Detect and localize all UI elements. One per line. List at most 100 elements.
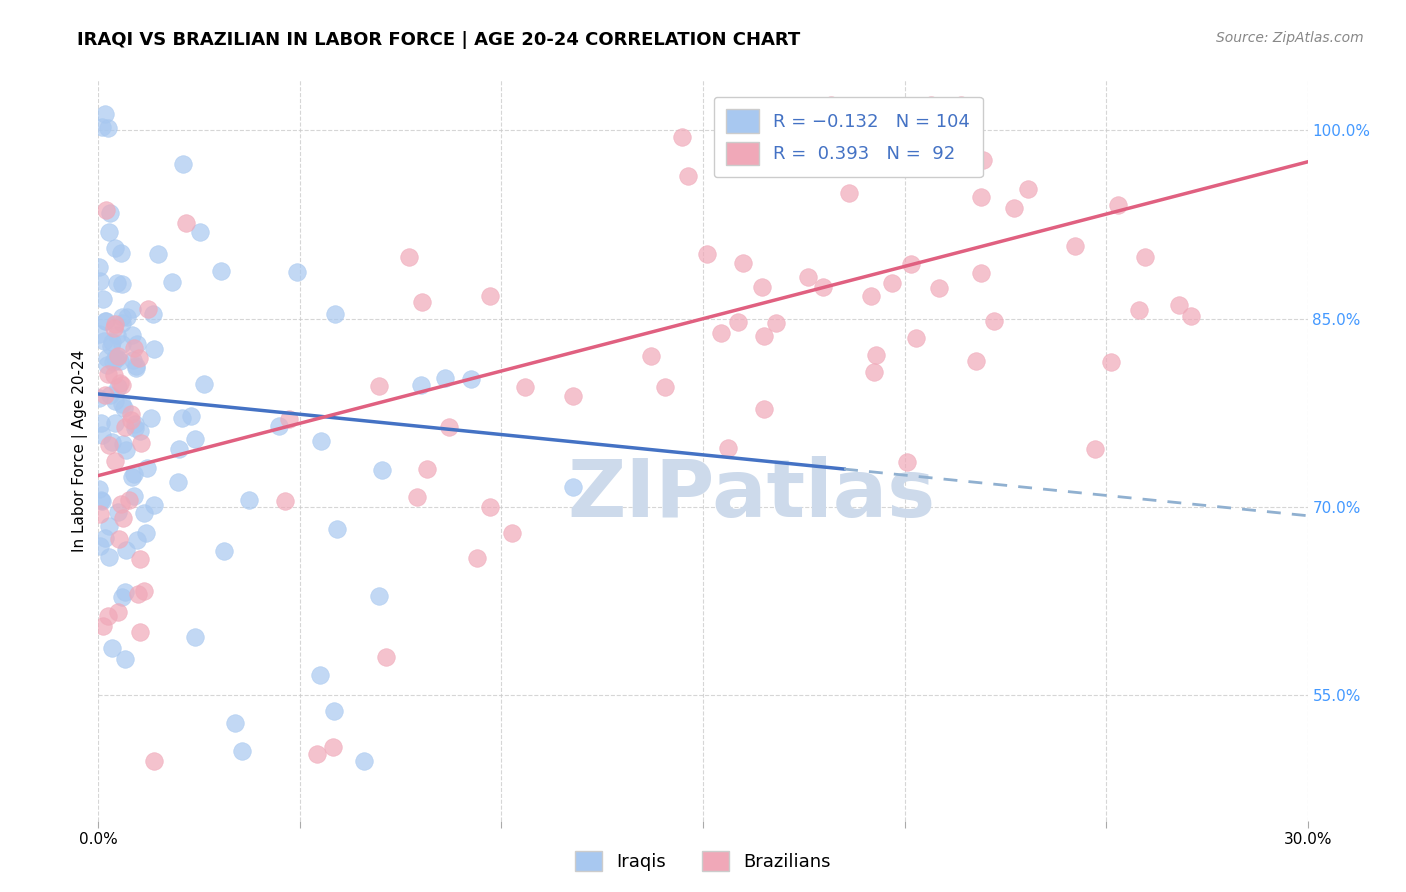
Brazilians — [859, 289, 882, 303]
Iraqis — [184, 432, 207, 446]
Iraqis — [111, 277, 134, 292]
Iraqis — [127, 336, 149, 351]
Iraqis — [87, 391, 110, 405]
Brazilians — [501, 525, 523, 540]
Brazilians — [765, 316, 787, 330]
Brazilians — [928, 281, 950, 295]
Iraqis — [90, 494, 112, 508]
Brazilians — [972, 153, 994, 168]
Brazilians — [97, 609, 120, 624]
Iraqis — [93, 106, 115, 120]
Brazilians — [882, 276, 904, 290]
Iraqis — [98, 388, 121, 402]
Brazilians — [900, 257, 922, 271]
Y-axis label: In Labor Force | Age 20-24: In Labor Force | Age 20-24 — [72, 350, 89, 551]
Brazilians — [94, 202, 117, 217]
Iraqis — [139, 410, 162, 425]
Brazilians — [920, 98, 942, 112]
Iraqis — [136, 460, 159, 475]
Iraqis — [172, 156, 194, 170]
Iraqis — [101, 334, 124, 349]
Brazilians — [103, 321, 125, 335]
Iraqis — [323, 308, 346, 322]
Iraqis — [104, 351, 127, 365]
Iraqis — [180, 409, 202, 423]
Brazilians — [129, 435, 152, 450]
Iraqis — [121, 470, 143, 484]
Brazilians — [465, 551, 488, 566]
Brazilians — [108, 533, 131, 547]
Brazilians — [838, 186, 860, 200]
Iraqis — [193, 377, 215, 392]
Brazilians — [865, 348, 887, 362]
Iraqis — [142, 307, 165, 321]
Iraqis — [115, 542, 138, 557]
Brazilians — [91, 619, 114, 633]
Brazilians — [654, 380, 676, 394]
Brazilians — [965, 354, 987, 368]
Iraqis — [94, 531, 117, 545]
Iraqis — [105, 328, 128, 343]
Brazilians — [1180, 309, 1202, 323]
Brazilians — [103, 368, 125, 382]
Brazilians — [1128, 303, 1150, 318]
Iraqis — [114, 584, 136, 599]
Iraqis — [97, 120, 120, 135]
Iraqis — [111, 396, 134, 410]
Iraqis — [114, 651, 136, 665]
Brazilians — [120, 413, 142, 427]
Text: ZIPatlas: ZIPatlas — [567, 456, 935, 534]
Brazilians — [811, 280, 834, 294]
Iraqis — [111, 310, 134, 324]
Brazilians — [368, 379, 391, 393]
Iraqis — [326, 522, 349, 536]
Brazilians — [1084, 442, 1107, 456]
Text: Source: ZipAtlas.com: Source: ZipAtlas.com — [1216, 31, 1364, 45]
Brazilians — [437, 420, 460, 434]
Brazilians — [110, 497, 132, 511]
Iraqis — [117, 310, 139, 324]
Brazilians — [89, 507, 111, 521]
Iraqis — [128, 424, 150, 438]
Iraqis — [108, 354, 131, 368]
Brazilians — [416, 461, 439, 475]
Iraqis — [101, 435, 124, 450]
Iraqis — [224, 716, 246, 731]
Iraqis — [105, 277, 128, 291]
Iraqis — [89, 539, 111, 553]
Brazilians — [375, 649, 398, 664]
Brazilians — [710, 326, 733, 340]
Iraqis — [104, 394, 127, 409]
Iraqis — [125, 361, 148, 376]
Brazilians — [97, 438, 120, 452]
Brazilians — [676, 169, 699, 184]
Iraqis — [132, 506, 155, 520]
Iraqis — [90, 416, 112, 430]
Text: IRAQI VS BRAZILIAN IN LABOR FORCE | AGE 20-24 CORRELATION CHART: IRAQI VS BRAZILIAN IN LABOR FORCE | AGE … — [77, 31, 800, 49]
Iraqis — [91, 428, 114, 442]
Iraqis — [97, 225, 120, 239]
Brazilians — [949, 98, 972, 112]
Iraqis — [111, 590, 134, 604]
Iraqis — [89, 274, 111, 288]
Brazilians — [731, 256, 754, 270]
Brazilians — [322, 739, 344, 754]
Iraqis — [188, 225, 211, 239]
Brazilians — [136, 302, 159, 317]
Iraqis — [231, 744, 253, 758]
Iraqis — [135, 525, 157, 540]
Iraqis — [169, 442, 191, 457]
Iraqis — [212, 543, 235, 558]
Iraqis — [104, 241, 127, 255]
Brazilians — [129, 551, 152, 566]
Iraqis — [322, 704, 344, 718]
Iraqis — [122, 467, 145, 481]
Brazilians — [94, 388, 117, 402]
Iraqis — [110, 245, 132, 260]
Brazilians — [806, 140, 828, 154]
Brazilians — [820, 98, 842, 112]
Brazilians — [108, 376, 131, 390]
Iraqis — [143, 343, 166, 357]
Iraqis — [411, 378, 433, 392]
Brazilians — [1107, 198, 1129, 212]
